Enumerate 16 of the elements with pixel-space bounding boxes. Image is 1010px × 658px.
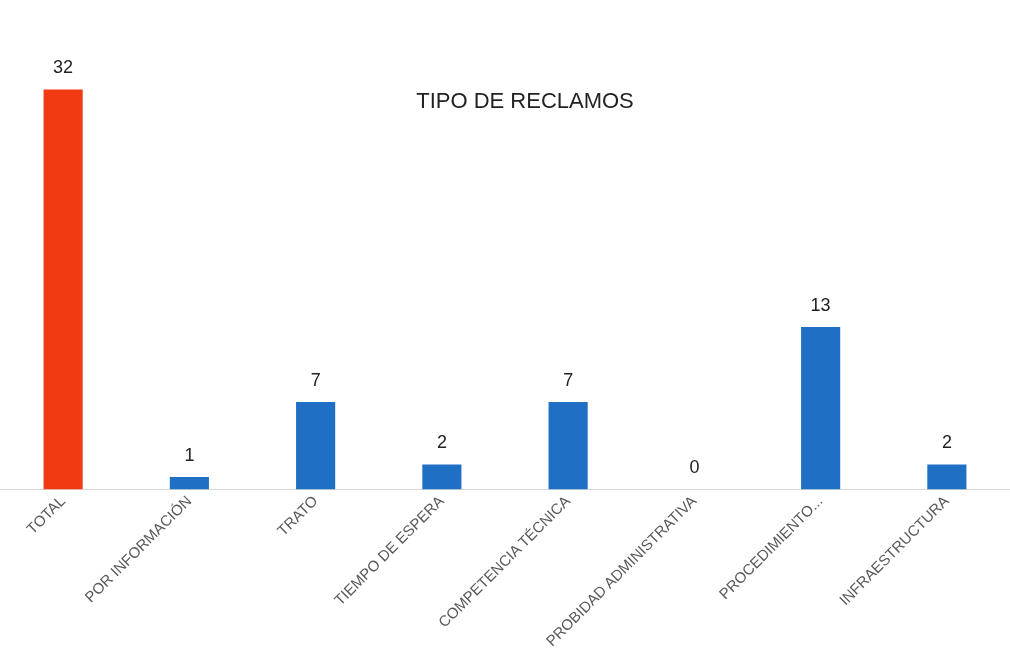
bar xyxy=(169,477,209,490)
bar xyxy=(296,402,336,490)
data-label: 1 xyxy=(184,444,195,465)
data-label: 7 xyxy=(310,369,321,390)
bar xyxy=(548,402,588,490)
data-label: 7 xyxy=(563,369,574,390)
data-label: 32 xyxy=(53,57,74,78)
bar xyxy=(43,89,83,490)
data-label: 2 xyxy=(941,432,952,453)
bar xyxy=(927,464,967,490)
data-label: 0 xyxy=(689,457,700,478)
bar xyxy=(801,327,841,490)
data-label: 2 xyxy=(436,432,447,453)
data-label: 13 xyxy=(810,294,831,315)
bar xyxy=(422,464,462,490)
chart-title: TIPO DE RECLAMOS xyxy=(416,88,634,114)
